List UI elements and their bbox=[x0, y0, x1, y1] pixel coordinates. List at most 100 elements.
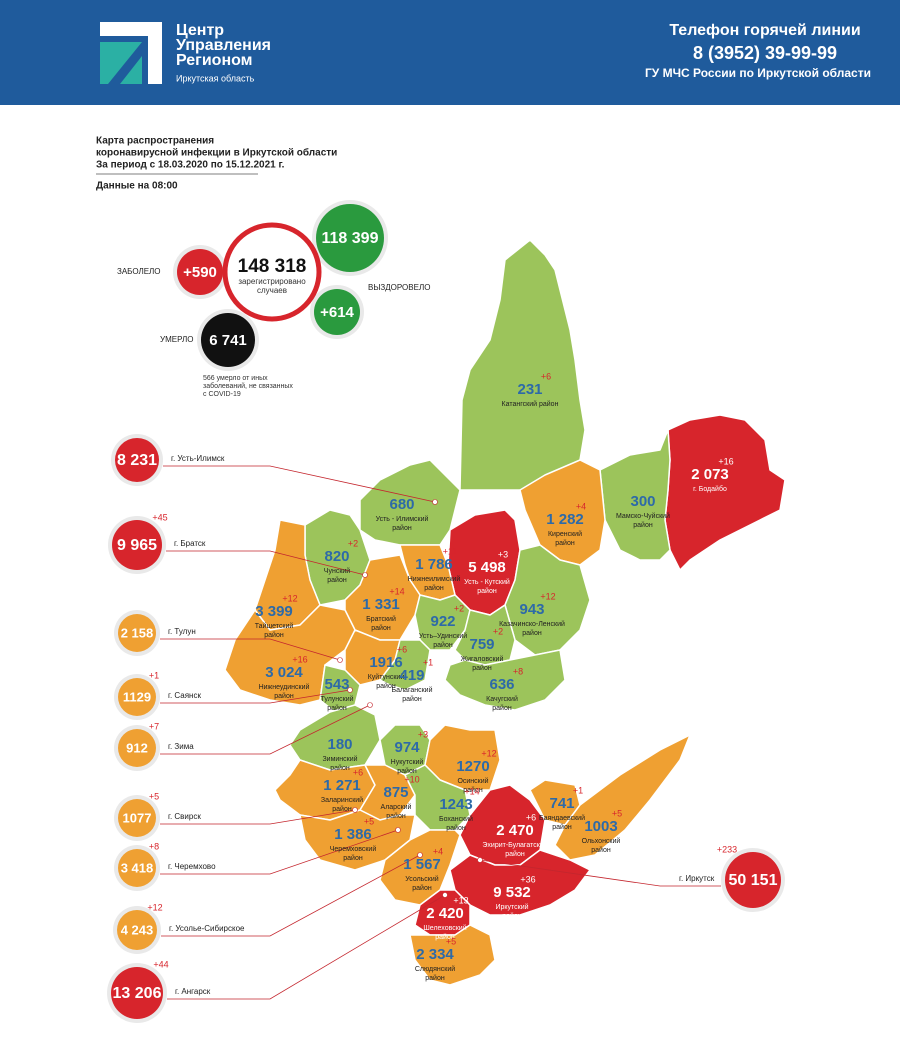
city-count: 4 243 bbox=[121, 922, 154, 937]
logo-text: Регионом bbox=[176, 52, 253, 69]
district-delta: +14 bbox=[464, 786, 479, 796]
district-count: 1 386 bbox=[334, 826, 372, 843]
city-name: г. Саянск bbox=[168, 691, 201, 700]
city-delta: +7 bbox=[149, 721, 159, 731]
district-name: Усольский bbox=[405, 875, 439, 883]
date-note: Данные на 08:00 bbox=[96, 181, 178, 192]
city-circle bbox=[111, 967, 163, 1019]
district-count: 2 420 bbox=[426, 905, 464, 922]
died-circle bbox=[201, 313, 255, 367]
district-name: район bbox=[264, 631, 284, 639]
district-name: г. Бодайбо bbox=[693, 485, 727, 493]
district-name: район bbox=[446, 824, 466, 832]
district-area bbox=[504, 544, 591, 656]
district-name: район bbox=[492, 704, 512, 712]
city-name: г. Усолье-Сибирское bbox=[169, 924, 245, 933]
district-name: Осинский bbox=[457, 777, 488, 785]
city-count: 50 151 bbox=[729, 872, 778, 889]
district-name: район bbox=[274, 692, 294, 700]
district-delta: +6 bbox=[353, 767, 363, 777]
district-name: район bbox=[502, 912, 522, 920]
district-count: 2 073 bbox=[691, 466, 729, 483]
city-count: 2 158 bbox=[121, 625, 154, 640]
city-delta: +5 bbox=[149, 791, 159, 801]
recovered-delta: +614 bbox=[320, 304, 354, 321]
city-circle bbox=[118, 678, 156, 716]
district-delta: +11 bbox=[443, 546, 458, 556]
district-name: район bbox=[463, 786, 483, 794]
city-dot bbox=[477, 857, 483, 863]
district-count: 1916 bbox=[369, 654, 402, 671]
district-delta: +10 bbox=[404, 774, 419, 784]
district-name: район bbox=[472, 664, 492, 672]
infected-delta-circle bbox=[177, 249, 223, 295]
city-circle bbox=[112, 520, 162, 570]
district-count: 741 bbox=[549, 795, 574, 812]
district-area bbox=[444, 649, 566, 711]
district-delta: +4 bbox=[433, 846, 443, 856]
city-name: г. Свирск bbox=[168, 812, 201, 821]
district-name: Нижнеудинский bbox=[259, 683, 310, 691]
leader-line bbox=[160, 829, 399, 875]
district-delta: +16 bbox=[718, 456, 733, 466]
leader-line bbox=[160, 809, 356, 825]
city-dot bbox=[347, 687, 353, 693]
map bbox=[224, 239, 786, 986]
city-circle bbox=[118, 799, 156, 837]
district-name: Боханский bbox=[439, 815, 473, 823]
district-delta: +6 bbox=[541, 371, 551, 381]
district-count: 1 271 bbox=[323, 777, 361, 794]
died-note: 566 умерло от иных bbox=[203, 375, 268, 382]
district-count: 5 498 bbox=[468, 559, 506, 576]
district-area bbox=[289, 704, 381, 771]
infected-delta: +590 bbox=[183, 264, 217, 281]
district-name: район bbox=[591, 846, 611, 854]
district-count: 180 bbox=[327, 736, 352, 753]
district-area bbox=[409, 924, 496, 986]
district-delta: +12 bbox=[540, 591, 555, 601]
hotline-title: Телефон горячей линии bbox=[669, 22, 860, 39]
leader-line bbox=[160, 638, 341, 661]
district-name: Заларинский bbox=[321, 796, 363, 804]
logo-icon bbox=[100, 22, 162, 84]
district-count: 680 bbox=[389, 496, 414, 513]
district-area bbox=[359, 459, 461, 546]
title-line: Карта распространения bbox=[96, 136, 214, 147]
district-count: 1243 bbox=[439, 796, 472, 813]
district-count: 1 282 bbox=[546, 511, 584, 528]
logo-region: Иркутская область bbox=[176, 73, 255, 83]
district-name: район bbox=[343, 854, 363, 862]
city-delta: +12 bbox=[147, 902, 162, 912]
district-count: 231 bbox=[517, 381, 542, 398]
leader-line bbox=[160, 704, 371, 755]
district-name: район bbox=[330, 764, 350, 772]
district-count: 759 bbox=[469, 636, 494, 653]
district-name: район bbox=[376, 682, 396, 690]
district-delta: +1 bbox=[423, 657, 433, 667]
district-area bbox=[414, 594, 471, 651]
district-name: район bbox=[371, 624, 391, 632]
district-name: Усть–Удинский bbox=[419, 632, 467, 640]
city-name: г. Черемхово bbox=[168, 862, 216, 871]
city-circle bbox=[117, 910, 157, 950]
district-delta: +6 bbox=[397, 644, 407, 654]
city-name: г. Усть-Илимск bbox=[171, 454, 225, 463]
district-delta: +12 bbox=[481, 748, 496, 758]
city-dot bbox=[337, 657, 343, 663]
city-count: 9 965 bbox=[117, 537, 157, 554]
district-name: Эхирит-Булагатский bbox=[482, 841, 547, 849]
city-dot bbox=[395, 827, 401, 833]
hotline-phone: 8 (3952) 39-99-99 bbox=[693, 43, 837, 63]
hotline-org: ГУ МЧС России по Иркутской области bbox=[645, 66, 871, 80]
district-name: Казачинско-Ленский bbox=[499, 620, 565, 628]
district-name: Катангский район bbox=[502, 400, 559, 408]
district-name: район bbox=[552, 823, 572, 831]
city-dot bbox=[367, 702, 373, 708]
district-count: 820 bbox=[324, 548, 349, 565]
district-delta: +5 bbox=[364, 816, 374, 826]
district-name: район bbox=[327, 576, 347, 584]
city-dot bbox=[432, 499, 438, 505]
district-name: Тайшетский bbox=[255, 622, 294, 630]
district-name: район bbox=[332, 805, 352, 813]
